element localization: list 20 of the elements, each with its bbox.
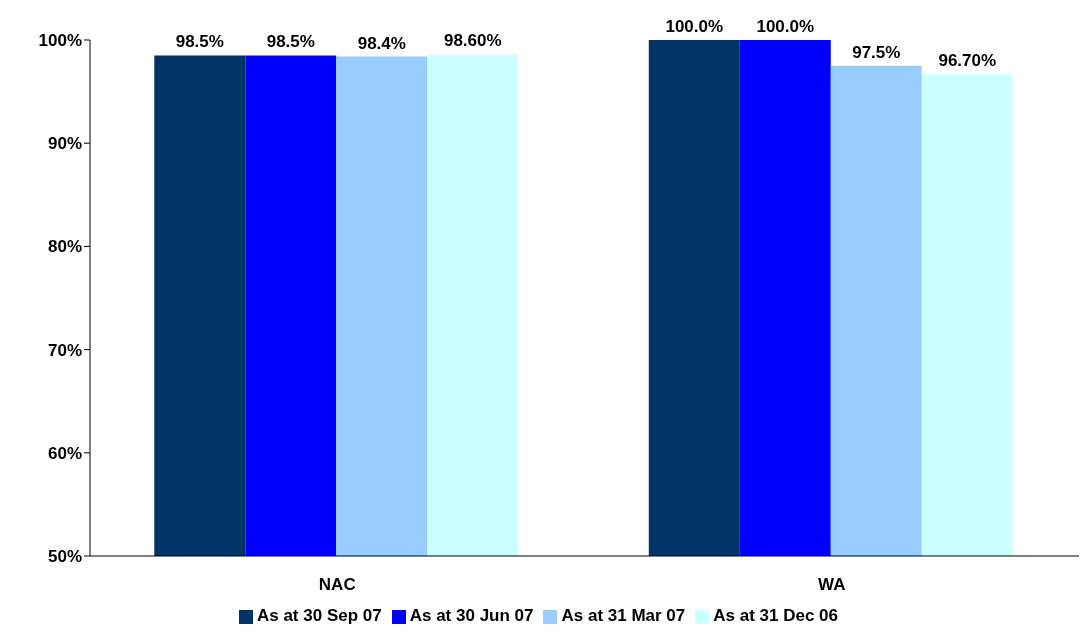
data-label: 97.5% — [852, 42, 901, 62]
data-label: 98.5% — [266, 32, 315, 52]
data-label: 100.0% — [756, 17, 815, 36]
data-label: 98.4% — [357, 33, 406, 53]
legend-label: As at 30 Sep 07 — [256, 606, 382, 625]
y-tick-label: 80% — [47, 237, 82, 257]
data-label: 98.60% — [443, 31, 502, 51]
y-tick-label: 50% — [47, 547, 82, 567]
y-tick-label: 60% — [47, 443, 82, 463]
legend-label: As at 31 Dec 06 — [713, 606, 839, 625]
data-label: 96.70% — [938, 51, 997, 71]
data-label: 98.5% — [175, 32, 224, 52]
x-tick-label: NAC — [318, 575, 356, 595]
y-tick-label: 90% — [47, 134, 82, 154]
data-label: 100.0% — [665, 17, 724, 36]
legend-label: As at 31 Mar 07 — [561, 606, 686, 625]
legend-label: As at 30 Jun 07 — [409, 606, 534, 625]
y-tick-label: 100% — [38, 31, 82, 51]
y-tick-label: 70% — [47, 340, 82, 360]
x-tick-label: WA — [818, 575, 846, 595]
